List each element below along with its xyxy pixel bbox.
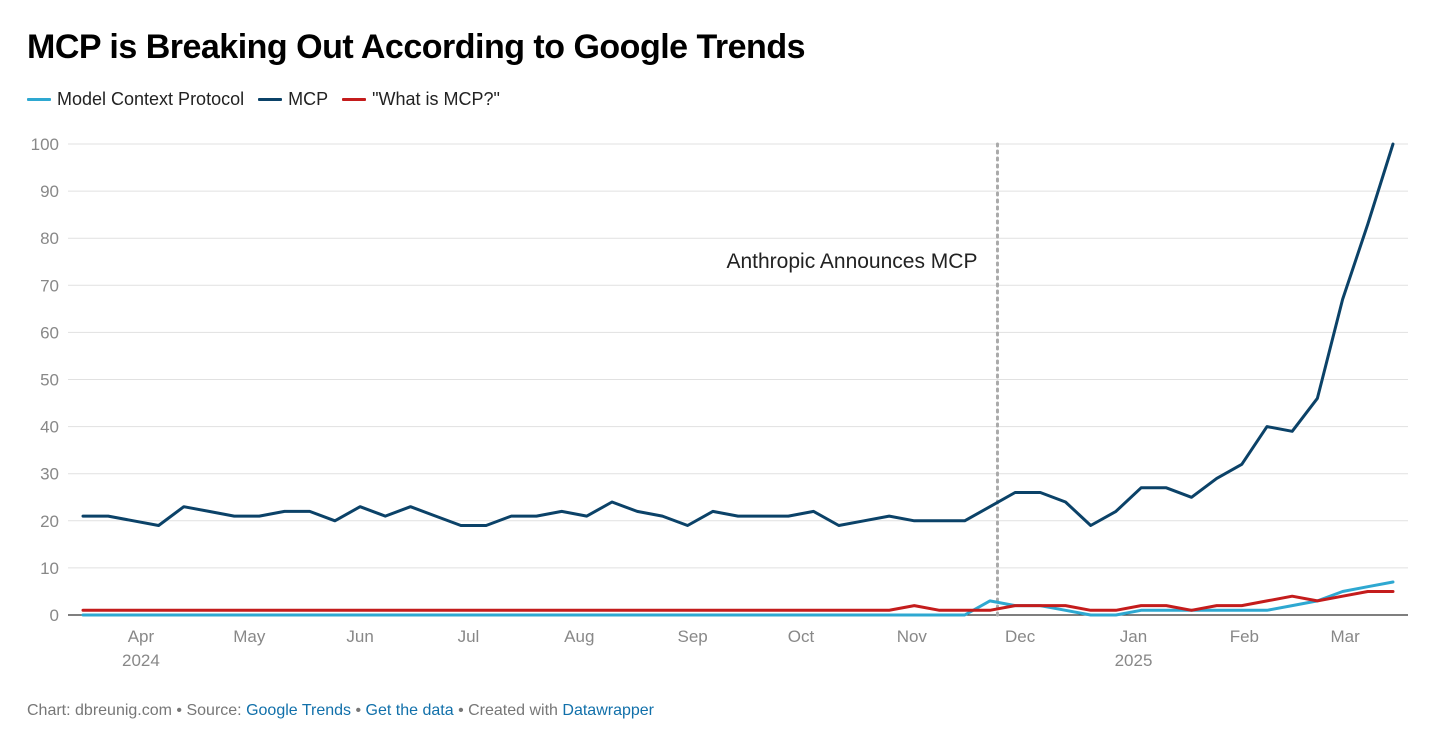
x-tick-label: Nov: [897, 627, 928, 646]
footer-separator: •: [355, 702, 362, 719]
y-tick-label: 80: [40, 229, 59, 248]
footer: Chart: dbreunig.com • Source: Google Tre…: [27, 702, 654, 720]
y-tick-label: 100: [31, 135, 59, 154]
legend-swatch: [258, 98, 283, 101]
x-tick-label: Aug: [564, 627, 594, 646]
footer-created: Created with: [468, 702, 558, 719]
y-tick-label: 50: [40, 371, 59, 390]
get-data-link[interactable]: Get the data: [365, 702, 454, 719]
x-tick-label: Mar: [1330, 627, 1360, 646]
x-tick-label: Oct: [788, 627, 815, 646]
footer-separator: •: [176, 702, 183, 719]
footer-credit: Chart: dbreunig.com: [27, 702, 172, 719]
y-tick-label: 70: [40, 276, 59, 295]
legend-label: "What is MCP?": [372, 89, 500, 109]
datawrapper-link[interactable]: Datawrapper: [562, 702, 655, 719]
legend-item-mcp: MCP: [258, 89, 328, 110]
x-tick-label: Jul: [458, 627, 480, 646]
series-line-model-context-protocol: [81, 580, 1395, 617]
x-tick-label: May: [233, 627, 266, 646]
legend-label: Model Context Protocol: [57, 89, 245, 109]
footer-separator: •: [458, 702, 464, 719]
legend-label: MCP: [288, 89, 329, 109]
legend-item-what-is-mcp: "What is MCP?": [342, 89, 500, 110]
chart-title: MCP is Breaking Out According to Google …: [27, 28, 806, 66]
x-tick-label: Dec: [1005, 627, 1036, 646]
series-line-what-is-mcp: [81, 590, 1395, 612]
x-tick-label: Jun: [346, 627, 373, 646]
x-tick-label: Jan: [1120, 627, 1147, 646]
legend-swatch: [342, 98, 367, 101]
y-tick-label: 60: [40, 323, 59, 342]
source-link[interactable]: Google Trends: [246, 702, 352, 719]
legend-swatch: [27, 98, 51, 101]
y-tick-label: 0: [50, 606, 59, 625]
x-tick-label: Feb: [1230, 627, 1259, 646]
y-tick-label: 30: [40, 465, 59, 484]
x-tick-year-label: 2025: [1115, 651, 1153, 670]
series-line-mcp: [81, 142, 1395, 527]
y-tick-label: 20: [40, 512, 59, 531]
annotation-label: Anthropic Announces MCP: [726, 250, 977, 273]
line-chart: 0 10 20 30 40 50 60 70 80 90 100 Anthropic Announce…: [31, 135, 1408, 670]
x-tick-year-label: 2024: [122, 651, 160, 670]
legend: Model Context Protocol MCP "What is MCP?…: [27, 89, 514, 110]
x-tick-label: Apr: [128, 627, 155, 646]
footer-source-label: Source:: [186, 702, 242, 719]
legend-item-model-context-protocol: Model Context Protocol: [27, 89, 244, 110]
y-tick-label: 40: [40, 418, 59, 437]
x-tick-label: Sep: [678, 627, 708, 646]
y-tick-label: 90: [40, 182, 59, 201]
y-tick-label: 10: [40, 559, 59, 578]
